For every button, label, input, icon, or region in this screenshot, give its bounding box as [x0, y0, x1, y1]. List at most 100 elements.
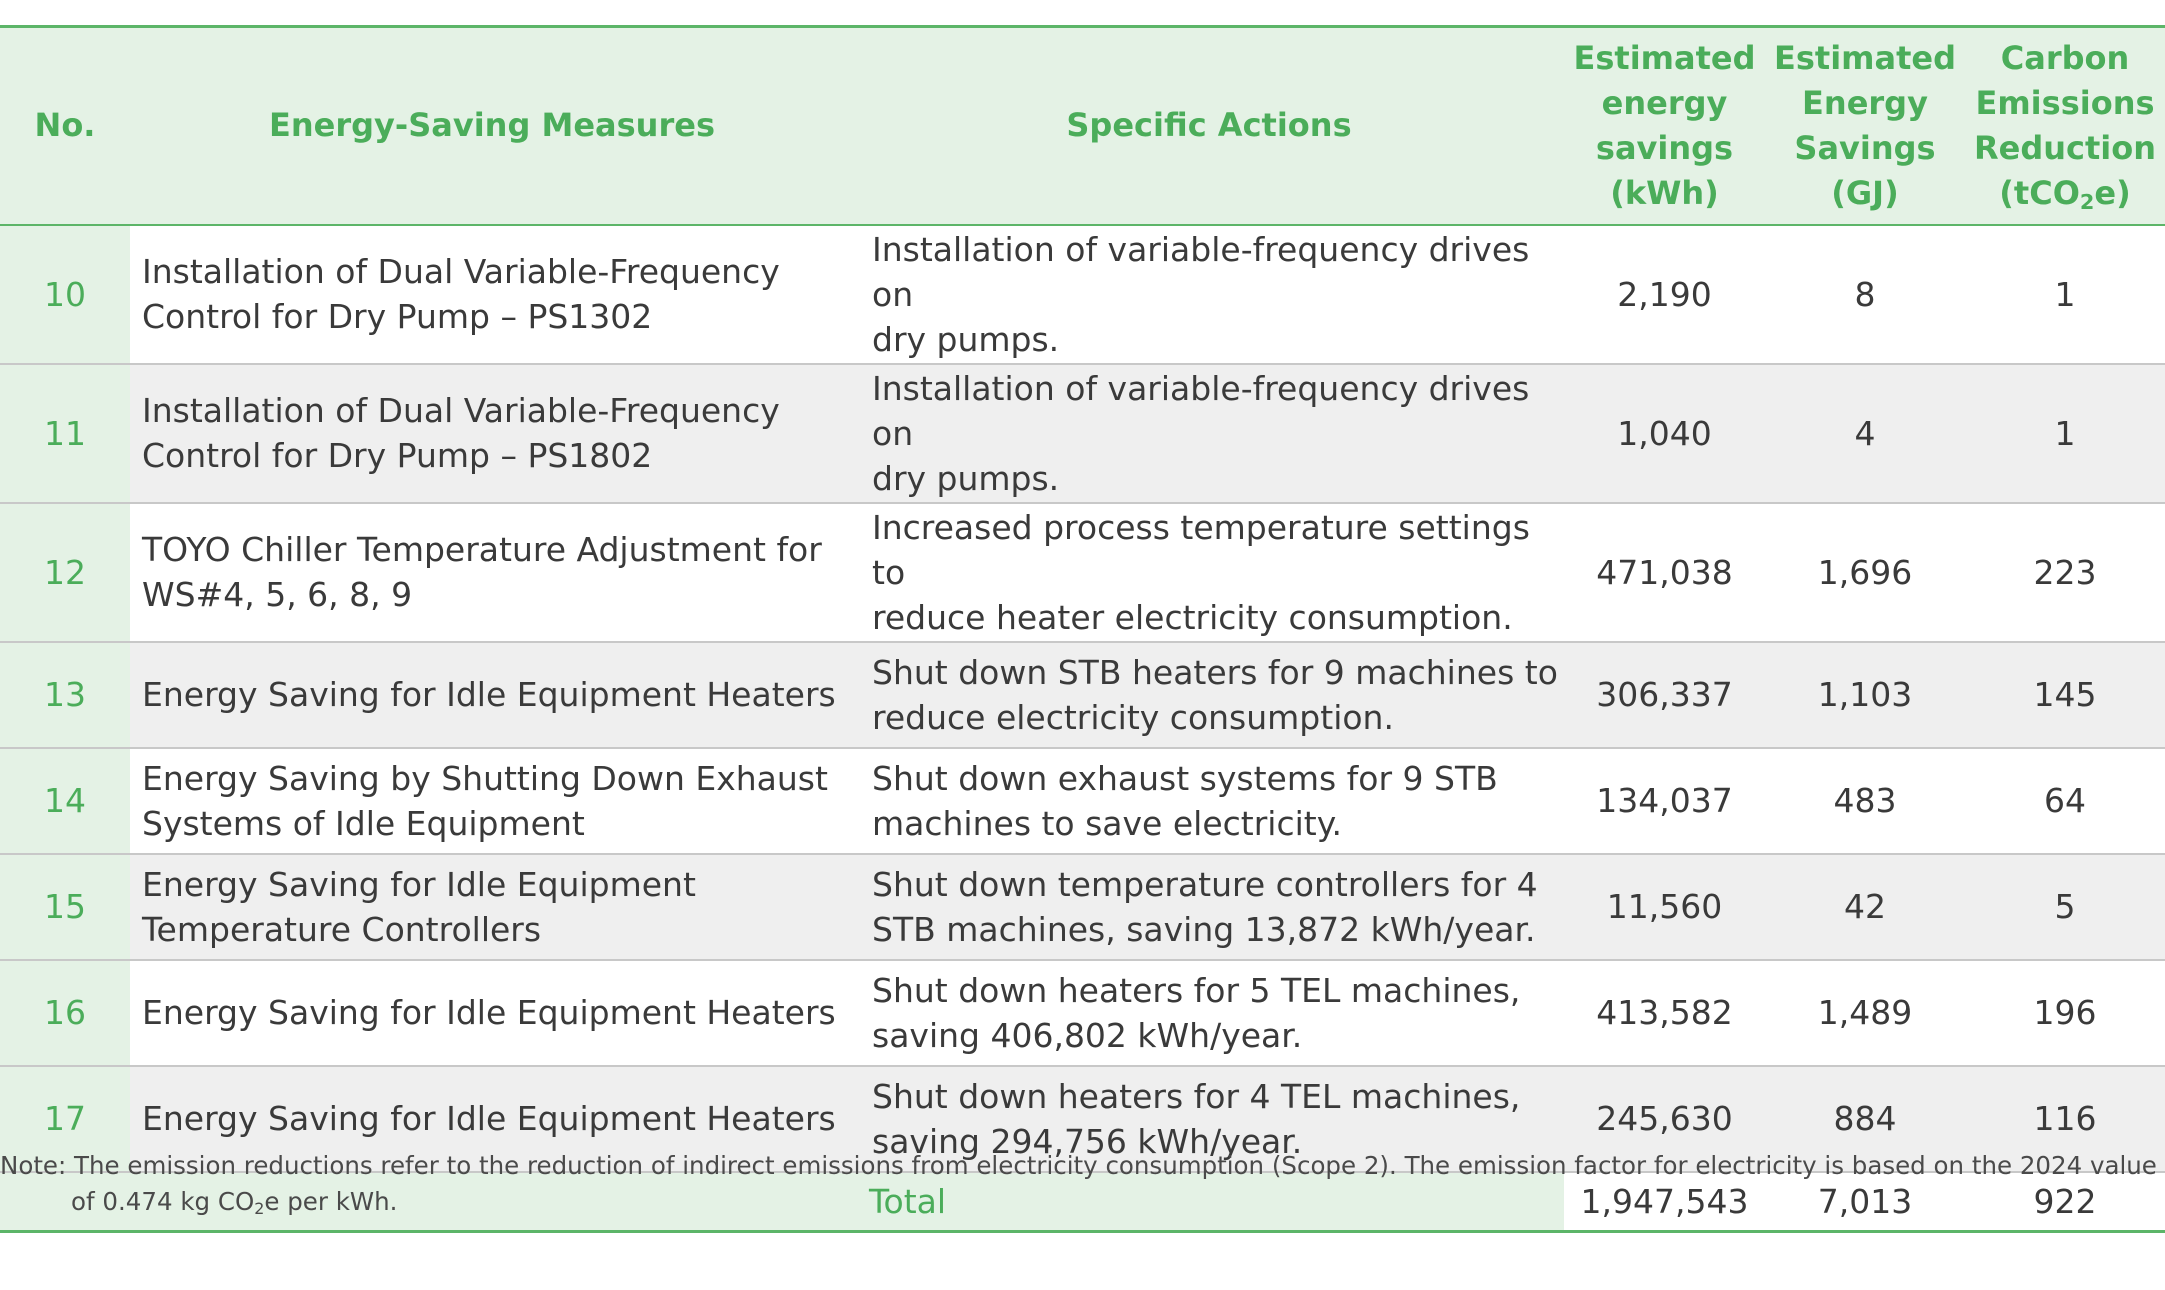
co2-cell: 1 [1965, 363, 2165, 504]
measure-cell-line: Installation of Dual Variable-Frequency [142, 391, 780, 430]
footnote: Note: The emission reductions refer to t… [0, 1148, 2165, 1220]
action-cell: Shut down heaters for 5 TEL machines, sav… [854, 959, 1564, 1067]
energy-saving-table: No. Energy-Saving Measures Specific Acti… [0, 25, 2165, 1233]
row-number: 11 [0, 363, 130, 504]
measure-cell: TOYO Chiller Temperature Adjustment for W… [130, 502, 854, 643]
header-gj-line: Estimated [1773, 38, 1956, 77]
header-kwh-line: (kWh) [1610, 173, 1719, 212]
measure-cell: Installation of Dual Variable-Frequency C… [130, 363, 854, 504]
co2-cell: 196 [1965, 959, 2165, 1067]
total-gj: 7,013 [1817, 1181, 1913, 1221]
footnote-line-2-suffix: e per kWh. [264, 1187, 398, 1216]
action-cell-line: reduce heater electricity consumption. [872, 597, 1513, 637]
header-gj-line: Savings [1794, 128, 1936, 167]
gj-cell: 1,103 [1765, 641, 1965, 749]
header-gj-line: (GJ) [1831, 173, 1899, 212]
header-gj-line: Energy [1802, 83, 1928, 122]
action-cell: Shut down temperature controllers for 4 S… [854, 853, 1564, 961]
table-row: 14 Energy Saving by Shutting Down Exhaust… [0, 747, 2165, 855]
footnote-line-1: Note: The emission reductions refer to t… [0, 1151, 2157, 1180]
row-number: 17 [0, 1065, 130, 1173]
action-cell-line: STB machines, saving 13,872 kWh/year. [872, 909, 1536, 949]
header-kwh-line: energy [1601, 83, 1728, 122]
measure-cell-line: Systems of Idle Equipment [142, 803, 585, 843]
header-actions: Specific Actions [854, 26, 1564, 226]
total-kwh: 1,947,543 [1580, 1181, 1749, 1221]
action-cell-line: reduce electricity consumption. [872, 697, 1394, 737]
measure-cell: Energy Saving by Shutting Down Exhaust Sy… [130, 747, 854, 855]
measure-cell: Energy Saving for Idle Equipment Heaters [130, 641, 854, 749]
action-cell-line: Shut down temperature controllers for 4 [872, 864, 1538, 904]
total-co2: 922 [2033, 1181, 2097, 1221]
kwh-cell: 1,040 [1564, 363, 1765, 504]
action-cell: Installation of variable-frequency drive… [854, 224, 1564, 365]
action-cell-line: dry pumps. [872, 458, 1060, 498]
gj-cell: 4 [1765, 363, 1965, 504]
action-cell-line: Increased process temperature settings t… [872, 507, 1530, 592]
header-co2-unit-sub: 2 [2079, 189, 2095, 214]
action-cell-line: saving 294,756 kWh/year. [872, 1121, 1303, 1161]
table-row: 11 Installation of Dual Variable-Frequenc… [0, 363, 2165, 504]
action-cell-line: machines to save electricity. [872, 803, 1343, 843]
kwh-cell: 413,582 [1564, 959, 1765, 1067]
gj-cell: 1,696 [1765, 502, 1965, 643]
header-co2-line: Reduction [1973, 128, 2157, 167]
header-co2-unit: (tCO2e) [1999, 173, 2131, 214]
kwh-cell: 2,190 [1564, 224, 1765, 365]
action-cell-line: Installation of variable-frequency drive… [872, 229, 1530, 314]
action-cell-line: Shut down heaters for 5 TEL machines, [872, 970, 1521, 1010]
measure-cell-line: TOYO Chiller Temperature Adjustment for [142, 530, 822, 569]
measure-cell: Installation of Dual Variable-Frequency C… [130, 224, 854, 365]
measure-cell-line: Energy Saving for Idle Equipment [142, 864, 696, 904]
table-row: 15 Energy Saving for Idle Equipment Temper… [0, 853, 2165, 961]
co2-cell: 223 [1965, 502, 2165, 643]
measure-cell: Energy Saving for Idle Equipment Heaters [130, 1065, 854, 1173]
measure-cell-line: Installation of Dual Variable-Frequency [142, 252, 780, 291]
co2-cell: 1 [1965, 224, 2165, 365]
footnote-line-2-prefix: of 0.474 kg CO [71, 1187, 255, 1216]
measure-cell-line: Control for Dry Pump – PS1802 [142, 436, 653, 475]
kwh-cell: 306,337 [1564, 641, 1765, 749]
header-co2-unit-suffix: e) [2094, 173, 2131, 212]
row-number: 15 [0, 853, 130, 961]
co2-cell: 5 [1965, 853, 2165, 961]
table-row: 16 Energy Saving for Idle Equipment Heate… [0, 959, 2165, 1067]
action-cell-line: Installation of variable-frequency drive… [872, 368, 1530, 453]
row-number: 12 [0, 502, 130, 643]
action-cell: Shut down exhaust systems for 9 STB machi… [854, 747, 1564, 855]
header-gj: Estimated Energy Savings (GJ) [1765, 26, 1965, 226]
action-cell: Shut down heaters for 4 TEL machines, sav… [854, 1065, 1564, 1173]
table-row: 17 Energy Saving for Idle Equipment Heate… [0, 1065, 2165, 1173]
action-cell: Increased process temperature settings t… [854, 502, 1564, 643]
action-cell-line: saving 406,802 kWh/year. [872, 1015, 1303, 1055]
action-cell-line: dry pumps. [872, 319, 1060, 359]
measure-cell-line: Energy Saving for Idle Equipment Heaters [142, 1099, 836, 1138]
header-kwh: Estimated energy savings (kWh) [1564, 26, 1765, 226]
footnote-sub: 2 [254, 1198, 265, 1218]
action-cell-line: Shut down STB heaters for 9 machines to [872, 652, 1558, 692]
gj-cell: 884 [1765, 1065, 1965, 1173]
total-label: Total [0, 1171, 1564, 1232]
header-kwh-line: Estimated [1573, 38, 1756, 77]
action-cell: Shut down STB heaters for 9 machines to r… [854, 641, 1564, 749]
table-row: 10 Installation of Dual Variable-Frequenc… [0, 224, 2165, 365]
table-row: 13 Energy Saving for Idle Equipment Heate… [0, 641, 2165, 749]
header-kwh-line: savings [1595, 128, 1734, 167]
row-number: 14 [0, 747, 130, 855]
measure-cell: Energy Saving for Idle Equipment Temperat… [130, 853, 854, 961]
row-number: 16 [0, 959, 130, 1067]
co2-cell: 116 [1965, 1065, 2165, 1173]
total-row: Total 1,947,543 7,013 922 [0, 1171, 2165, 1232]
kwh-cell: 471,038 [1564, 502, 1765, 643]
gj-cell: 483 [1765, 747, 1965, 855]
measure-cell: Energy Saving for Idle Equipment Heaters [130, 959, 854, 1067]
header-co2-line: Carbon [2000, 38, 2130, 77]
table-body: 10 Installation of Dual Variable-Frequenc… [0, 224, 2165, 1232]
kwh-cell: 245,630 [1564, 1065, 1765, 1173]
gj-cell: 8 [1765, 224, 1965, 365]
measure-cell-line: Energy Saving by Shutting Down Exhaust [142, 758, 828, 798]
header-no: No. [0, 26, 130, 226]
measure-cell-line: Energy Saving for Idle Equipment Heaters [142, 993, 836, 1032]
action-cell-line: Shut down heaters for 4 TEL machines, [872, 1076, 1521, 1116]
measure-cell-line: Control for Dry Pump – PS1302 [142, 297, 653, 336]
